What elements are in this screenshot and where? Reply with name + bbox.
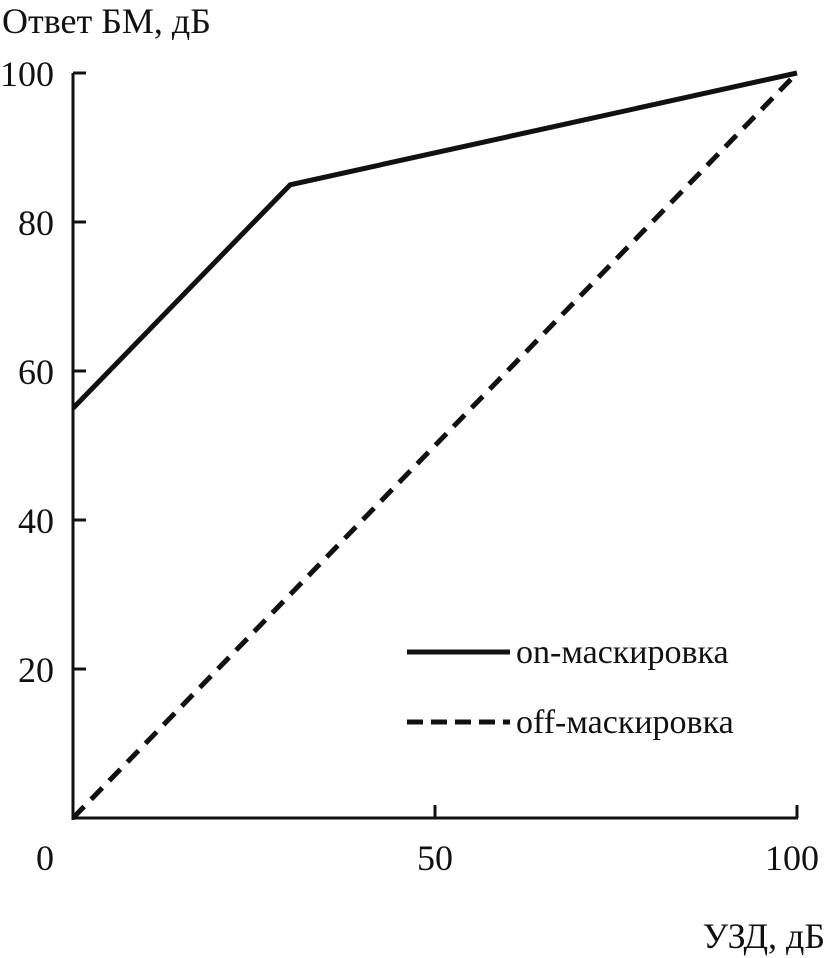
y-tick-label: 100 [0,54,54,94]
legend-label: on-маскировка [516,634,729,671]
x-tick-label: 50 [417,838,453,878]
y-tick-label: 20 [18,650,54,690]
x-axis-label: УЗД, дБ [703,916,825,956]
y-tick-label: 80 [18,203,54,243]
series-line-off [71,71,799,820]
x-tick-label: 100 [765,838,819,878]
series-line-on [71,70,798,410]
y-tick-label: 60 [18,352,54,392]
y-tick-label: 40 [18,501,54,541]
x-tick-label: 0 [36,838,54,878]
legend-label: off-маскировка [516,704,734,741]
y-axis-label: Ответ БМ, дБ [2,1,211,41]
